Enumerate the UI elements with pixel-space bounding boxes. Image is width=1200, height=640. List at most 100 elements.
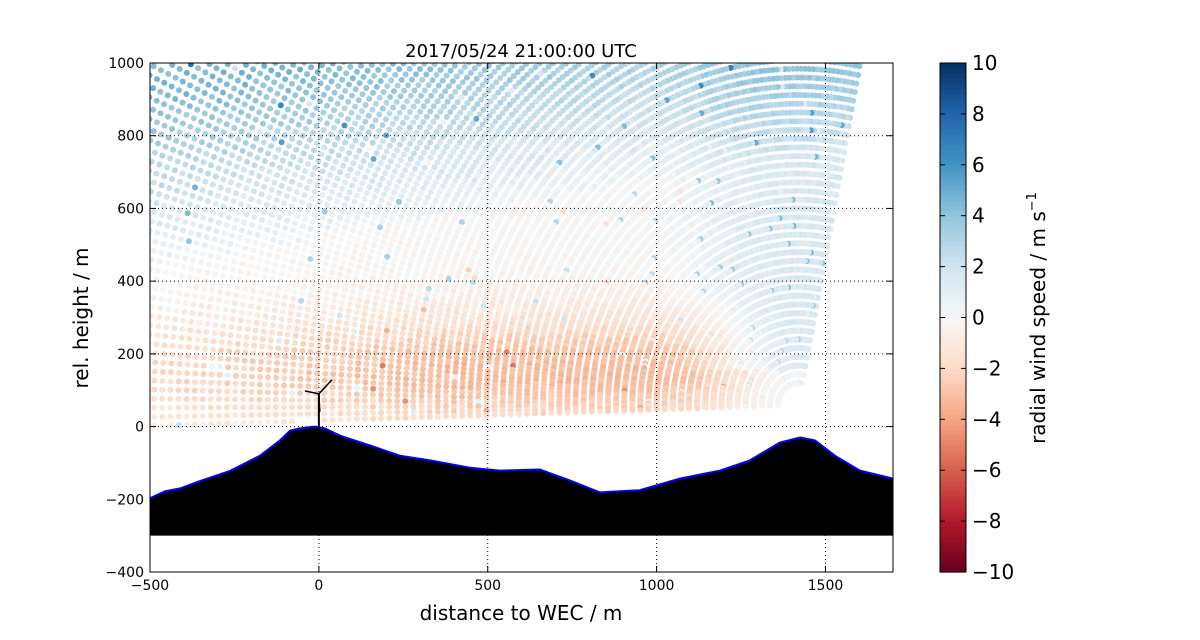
scatter-point [183,91,190,97]
scatter-point [452,88,459,95]
scatter-point [339,76,346,83]
scatter-point [467,69,474,76]
scatter-point [423,219,429,225]
scatter-point [246,73,252,80]
scatter-point [383,148,390,155]
scatter-point [435,173,442,180]
scatter-point [352,86,359,93]
scatter-point [435,82,442,89]
scatter-point [324,137,331,144]
scatter-point [359,141,366,148]
scatter-point [303,143,310,150]
scatter-point [254,63,260,65]
scatter-point [331,89,338,96]
scatter-point [413,145,420,152]
scatter-point [428,92,435,99]
scatter-point [440,118,447,125]
scatter-point [263,94,270,101]
scatter-point [403,146,410,152]
scatter-point [451,63,458,69]
scatter-point [325,67,332,73]
scatter-point [410,150,417,157]
scatter-point [306,82,313,89]
scatter-point [216,77,223,84]
scatter-point [334,175,341,182]
scatter-point [371,193,378,200]
scatter-point [349,75,356,82]
scatter-point [458,94,465,101]
scatter-point [302,125,309,132]
scatter-point [433,129,440,135]
scatter-point [176,66,183,72]
scatter-point [253,78,260,85]
scatter-point [324,102,330,109]
scatter-point [449,78,456,85]
scatter-point [420,103,427,110]
scatter-point [473,75,480,82]
scatter-point [358,108,365,115]
scatter-point [413,114,420,120]
scatter-point [405,197,412,204]
scatter-point [202,69,209,76]
scatter-point [439,77,446,84]
scatter-point [417,155,424,162]
scatter-point [357,164,364,171]
scatter-point [300,150,307,157]
scatter-point [367,78,374,85]
scatter-point [390,88,397,95]
scatter-point [344,172,351,179]
scatter-point [423,129,430,136]
scatter-point [427,189,434,196]
scatter-point [431,164,438,171]
scatter-point [376,94,383,101]
scatter-point [416,124,423,131]
scatter-point [238,89,245,96]
scatter-point [827,63,834,65]
scatter-point [447,109,454,115]
scatter-point [429,77,436,84]
scatter-point [256,109,263,116]
scatter-point [345,116,351,123]
scatter-point [165,70,172,77]
scatter-point [404,98,410,105]
scatter-point [341,105,348,112]
scatter-point [410,103,417,110]
scatter-point [386,200,393,207]
scatter-point [440,134,447,140]
scatter-point [158,67,164,74]
scatter-point [401,187,407,194]
scatter-point [288,99,295,106]
scatter-point [227,113,234,120]
scatter-point [300,78,306,85]
scatter-point [443,72,450,79]
scatter-point [270,98,277,105]
scatter-point [348,126,355,133]
scatter-point [327,113,334,120]
scatter-point [461,64,468,70]
scatter-point [356,80,363,87]
scatter-point [320,91,327,98]
scatter-point [365,129,372,136]
scatter-point [271,135,278,142]
scatter-point [338,145,345,152]
scatter-point [362,174,368,181]
scatter-point [358,63,364,69]
scatter-point [378,197,385,204]
scatter-point [450,134,457,141]
scatter-point [322,161,329,168]
scatter-point [318,151,325,158]
scatter-point [324,120,330,127]
scatter-point [332,71,339,78]
scatter-point [462,89,468,96]
scatter-point [353,68,360,75]
scatter-point [231,65,238,72]
scatter-point [293,146,300,153]
scatter-point [420,134,427,141]
scatter-point [386,142,393,149]
scatter-point [293,73,300,80]
scatter-point [347,63,354,70]
scatter-point [388,77,395,84]
scatter-point [220,69,227,76]
scatter-point [379,105,386,112]
scatter-point [426,174,432,181]
